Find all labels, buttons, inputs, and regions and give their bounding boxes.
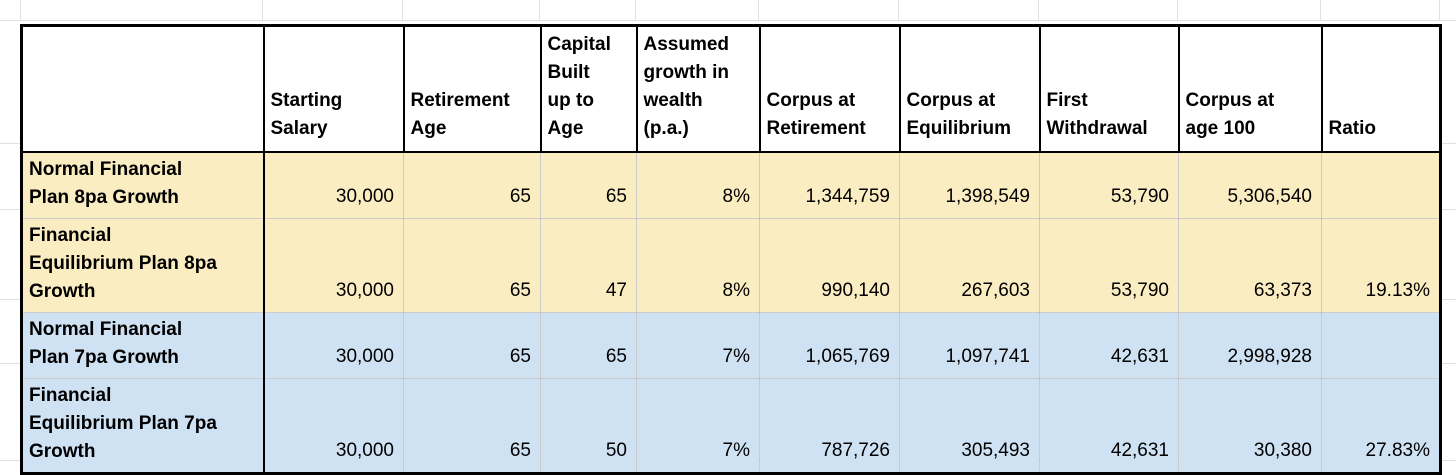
cell-ratio[interactable]: 27.83%	[1321, 378, 1442, 475]
column-header-retirement-age[interactable]: Retirement Age	[402, 24, 542, 153]
gridline	[898, 0, 899, 21]
row-label[interactable]: Financial Equilibrium Plan 8pa Growth	[20, 218, 265, 313]
table-row-normal-plan-7pa: Normal Financial Plan 7pa Growth 30,000 …	[20, 312, 1442, 379]
cell-ratio[interactable]	[1321, 151, 1442, 219]
cell-ratio[interactable]: 19.13%	[1321, 218, 1442, 313]
cell-corpus-at-retirement[interactable]: 990,140	[759, 218, 900, 313]
gridline	[1439, 299, 1456, 300]
gridline	[20, 0, 21, 21]
column-header-corpus-at-retirement[interactable]: Corpus at Retirement	[758, 24, 901, 153]
cell-corpus-at-equilibrium[interactable]: 267,603	[899, 218, 1040, 313]
column-header-ratio[interactable]: Ratio	[1320, 24, 1442, 153]
cell-corpus-at-equilibrium[interactable]: 1,398,549	[899, 151, 1040, 219]
cell-corpus-at-retirement[interactable]: 787,726	[759, 378, 900, 475]
gridline	[635, 0, 636, 21]
gridline	[0, 143, 20, 144]
cell-ratio[interactable]	[1321, 312, 1442, 379]
gridline	[1038, 0, 1039, 21]
gridline	[1177, 0, 1178, 21]
gridline	[402, 0, 403, 21]
table-row-equilibrium-plan-7pa: Financial Equilibrium Plan 7pa Growth 30…	[20, 378, 1442, 475]
column-header-assumed-growth[interactable]: Assumed growth in wealth (p.a.)	[635, 24, 761, 153]
row-label[interactable]: Financial Equilibrium Plan 7pa Growth	[20, 378, 265, 475]
cell-corpus-at-equilibrium[interactable]: 1,097,741	[899, 312, 1040, 379]
cell-retirement-age[interactable]: 65	[403, 312, 541, 379]
gridline	[1320, 0, 1321, 21]
cell-starting-salary[interactable]: 30,000	[263, 151, 404, 219]
cell-assumed-growth[interactable]: 7%	[636, 312, 760, 379]
cell-corpus-at-age-100[interactable]: 2,998,928	[1178, 312, 1322, 379]
cell-assumed-growth[interactable]: 8%	[636, 151, 760, 219]
cell-retirement-age[interactable]: 65	[403, 218, 541, 313]
column-header-starting-salary[interactable]: Starting Salary	[262, 24, 405, 153]
cell-corpus-at-retirement[interactable]: 1,065,769	[759, 312, 900, 379]
column-header-corpus-at-equilibrium[interactable]: Corpus at Equilibrium	[898, 24, 1041, 153]
cell-capital-built-up-to-age[interactable]: 65	[540, 312, 637, 379]
table-row-equilibrium-plan-8pa: Financial Equilibrium Plan 8pa Growth 30…	[20, 218, 1442, 313]
gridline	[0, 209, 20, 210]
column-header-corpus-at-age-100[interactable]: Corpus at age 100	[1177, 24, 1323, 153]
gridline	[0, 20, 1456, 21]
cell-assumed-growth[interactable]: 7%	[636, 378, 760, 475]
column-header-plan[interactable]	[20, 24, 265, 153]
cell-corpus-at-age-100[interactable]: 5,306,540	[1178, 151, 1322, 219]
cell-retirement-age[interactable]: 65	[403, 151, 541, 219]
row-label[interactable]: Normal Financial Plan 8pa Growth	[20, 151, 265, 219]
cell-capital-built-up-to-age[interactable]: 50	[540, 378, 637, 475]
gridline	[1439, 209, 1456, 210]
cell-capital-built-up-to-age[interactable]: 47	[540, 218, 637, 313]
row-label[interactable]: Normal Financial Plan 7pa Growth	[20, 312, 265, 379]
gridline	[539, 0, 540, 21]
column-header-capital-built-up-to-age[interactable]: Capital Built up to Age	[539, 24, 638, 153]
cell-corpus-at-retirement[interactable]: 1,344,759	[759, 151, 900, 219]
cell-retirement-age[interactable]: 65	[403, 378, 541, 475]
cell-starting-salary[interactable]: 30,000	[263, 218, 404, 313]
cell-assumed-growth[interactable]: 8%	[636, 218, 760, 313]
cell-first-withdrawal[interactable]: 42,631	[1039, 378, 1179, 475]
cell-starting-salary[interactable]: 30,000	[263, 312, 404, 379]
header-row: Starting Salary Retirement Age Capital B…	[20, 24, 1442, 153]
financial-plan-comparison-table: Starting Salary Retirement Age Capital B…	[20, 24, 1442, 475]
cell-corpus-at-equilibrium[interactable]: 305,493	[899, 378, 1040, 475]
cell-first-withdrawal[interactable]: 53,790	[1039, 151, 1179, 219]
gridline	[1439, 0, 1440, 21]
cell-starting-salary[interactable]: 30,000	[263, 378, 404, 475]
gridline	[0, 299, 20, 300]
gridline	[1439, 143, 1456, 144]
cell-first-withdrawal[interactable]: 42,631	[1039, 312, 1179, 379]
gridline	[0, 363, 20, 364]
cell-capital-built-up-to-age[interactable]: 65	[540, 151, 637, 219]
gridline	[758, 0, 759, 21]
cell-corpus-at-age-100[interactable]: 30,380	[1178, 378, 1322, 475]
cell-first-withdrawal[interactable]: 53,790	[1039, 218, 1179, 313]
table-row-normal-plan-8pa: Normal Financial Plan 8pa Growth 30,000 …	[20, 151, 1442, 219]
cell-corpus-at-age-100[interactable]: 63,373	[1178, 218, 1322, 313]
gridline	[1439, 363, 1456, 364]
column-header-first-withdrawal[interactable]: First Withdrawal	[1038, 24, 1180, 153]
gridline	[262, 0, 263, 21]
